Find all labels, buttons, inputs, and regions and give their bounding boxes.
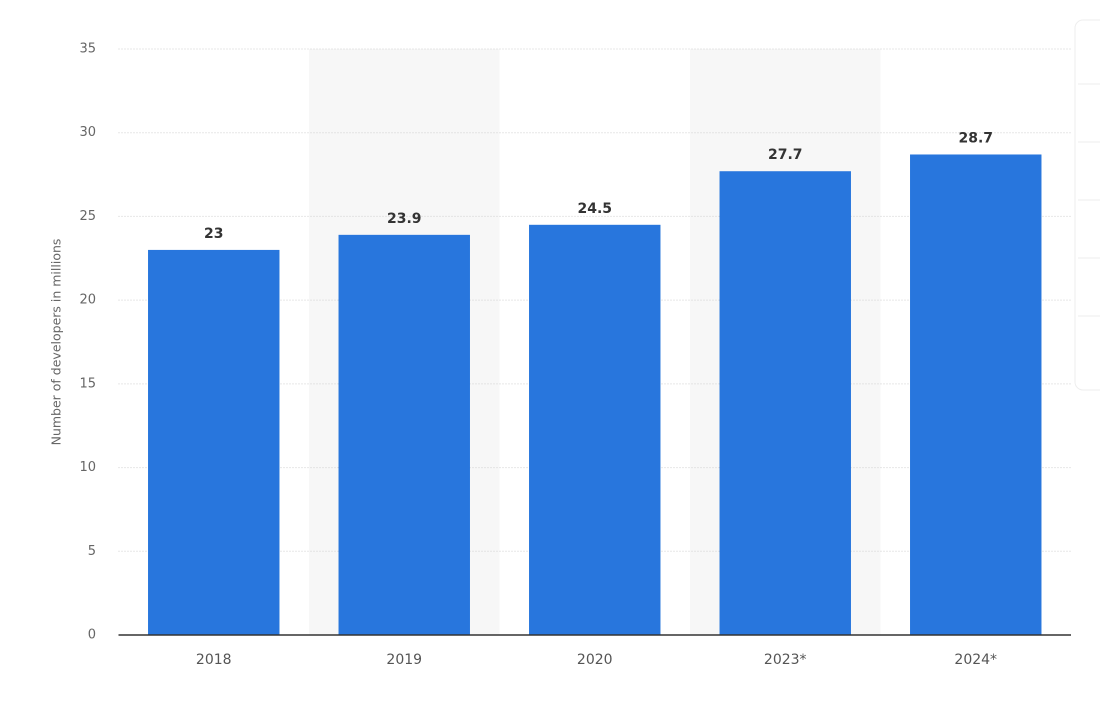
y-tick-label: 0 [88,628,96,643]
y-axis-label: Number of developers in millions [49,239,64,446]
y-tick-label: 15 [79,376,96,391]
value-label: 23.9 [387,211,422,227]
y-tick-label: 5 [88,544,96,559]
x-tick-label: 2018 [196,652,232,668]
value-label: 28.7 [958,130,993,146]
y-tick-label: 30 [79,125,96,140]
y-tick-label: 10 [79,460,96,475]
y-tick-label: 35 [79,42,96,57]
value-label: 24.5 [577,201,612,217]
bar [910,154,1042,636]
y-tick-label: 25 [79,209,96,224]
bar [148,249,280,635]
bar [338,234,470,636]
x-tick-label: 2020 [577,652,613,668]
x-tick-label: 2024* [954,652,997,668]
value-label: 23 [204,226,223,242]
y-tick-label: 20 [79,293,96,308]
side-panel [1074,19,1100,391]
bar [719,171,851,636]
x-tick-label: 2019 [386,652,422,668]
value-label: 27.7 [768,147,803,163]
bar [529,224,661,636]
x-tick-label: 2023* [764,652,807,668]
